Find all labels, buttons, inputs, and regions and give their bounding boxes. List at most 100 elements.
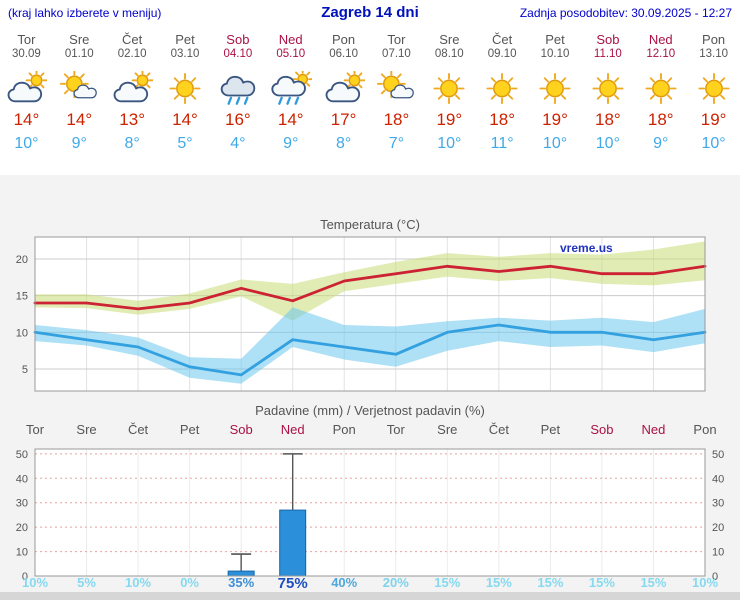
precip-day-label: Sob [590, 422, 614, 437]
precip-day-label: Ned [280, 422, 305, 437]
precip-probability: 75% [277, 575, 308, 592]
day-date: 13.10 [699, 48, 728, 60]
precip-probability: 0% [180, 575, 199, 590]
precipitation-probability-row: 10% 5% 10% 0% 35% 75% 40% 20% 15% 15% 15% 15% 15% 10% [0, 575, 740, 595]
last-update-text: Zadnja posodobitev: 30.09.2025 - 12:27 [519, 6, 732, 20]
temp-min: 9° [71, 135, 87, 152]
day-cell-ned-12.10: Ned 12.10 18° 9° [634, 30, 687, 172]
temp-max: 13° [119, 110, 145, 129]
day-cell-čet-09.10: Čet 09.10 18° 11° [476, 30, 529, 172]
precip-day-label: Sre [76, 422, 97, 437]
temp-min: 9° [653, 135, 669, 152]
sun-icon [581, 71, 634, 107]
day-name: Pon [332, 32, 356, 47]
precip-probability: 35% [228, 575, 255, 590]
precip-probability: 15% [588, 575, 615, 590]
footer-bar [0, 592, 740, 600]
day-name: Tor [387, 32, 406, 47]
precip-day-label: Pet [179, 422, 200, 437]
day-name: Ned [648, 32, 673, 47]
temperature-chart: 5 10 15 20 vreme.us [0, 233, 740, 399]
day-cell-ned-05.10: Ned 05.10 14° 9° [264, 30, 317, 172]
day-cell-čet-02.10: Čet 02.10 13° 8° [106, 30, 159, 172]
precip-day-label: Ned [641, 422, 666, 437]
page-header: (kraj lahko izberete v meniju) Zagreb 14… [0, 0, 740, 26]
svg-text:20: 20 [16, 254, 28, 266]
day-date: 06.10 [329, 48, 358, 60]
sun-cloud-icon [53, 71, 106, 107]
day-date: 07.10 [382, 48, 411, 60]
temp-max: 16° [225, 110, 251, 129]
temp-min: 10° [595, 135, 620, 152]
rain-icon [211, 71, 264, 107]
day-cell-pet-10.10: Pet 10.10 19° 10° [529, 30, 582, 172]
temp-max: 14° [13, 110, 40, 129]
svg-text:20: 20 [16, 522, 28, 534]
svg-text:30: 30 [712, 498, 724, 510]
day-name: Čet [492, 32, 513, 47]
cloud-sun-icon [106, 71, 159, 107]
precip-day-label: Tor [25, 422, 45, 437]
day-cell-sob-11.10: Sob 11.10 18° 10° [581, 30, 634, 172]
page-title: Zagreb 14 dni [321, 4, 419, 21]
day-cell-pon-13.10: Pon 13.10 19° 10° [687, 30, 740, 172]
precip-day-label: Sre [437, 422, 458, 437]
precip-day-label: Čet [127, 422, 149, 437]
day-cell-pet-03.10: Pet 03.10 14° 5° [159, 30, 212, 172]
temp-max: 19° [700, 110, 727, 129]
precip-day-label: Čet [488, 422, 509, 437]
day-cell-sob-04.10: Sob 04.10 16° 4° [211, 30, 264, 172]
temp-min: 4° [230, 135, 246, 152]
precipitation-chart: 0 0 10 10 20 20 30 30 40 40 50 50 [0, 441, 740, 585]
temp-max: 14° [277, 110, 304, 129]
sun-cloud-icon [370, 71, 423, 107]
precip-probability: 5% [77, 575, 96, 590]
day-date: 30.09 [12, 48, 41, 60]
day-date: 10.10 [540, 48, 570, 60]
svg-text:10: 10 [712, 547, 724, 559]
menu-hint-text: (kraj lahko izberete v meniju) [8, 6, 162, 20]
precip-day-label: Sob [229, 422, 253, 437]
day-name: Sob [226, 32, 250, 47]
day-date: 12.10 [646, 48, 676, 60]
svg-text:10: 10 [16, 327, 28, 339]
precipitation-day-labels: Tor Sre Čet Pet Sob Ned Pon Tor Sre Čet Pet Sob Ned P… [0, 422, 740, 438]
sun-icon [529, 71, 582, 107]
svg-text:40: 40 [712, 473, 724, 485]
temp-max: 18° [489, 110, 516, 129]
sun-icon [159, 71, 212, 107]
day-date: 08.10 [434, 48, 464, 60]
sun-icon [423, 71, 476, 107]
temp-min: 5° [177, 135, 193, 152]
day-cell-tor-07.10: Tor 07.10 18° 7° [370, 30, 423, 172]
day-cell-pon-06.10: Pon 06.10 17° 8° [317, 30, 370, 172]
precip-day-label: Tor [386, 422, 405, 437]
day-date: 03.10 [170, 48, 200, 60]
cloud-sun-icon [317, 71, 370, 107]
precip-probability: 10% [125, 575, 152, 590]
svg-text:40: 40 [16, 473, 28, 485]
temp-max: 19° [436, 110, 463, 129]
temperature-chart-title: Temperatura (°C) [320, 217, 420, 232]
sun-icon [687, 71, 740, 107]
day-date: 02.10 [117, 48, 147, 60]
sun-icon [476, 71, 529, 107]
precip-probability: 20% [382, 575, 409, 590]
precip-probability: 10% [21, 575, 49, 590]
day-name: Sob [596, 32, 620, 47]
svg-text:0: 0 [712, 571, 718, 583]
temp-min: 10° [437, 135, 462, 152]
svg-text:15: 15 [16, 291, 28, 303]
day-name: Sre [69, 32, 90, 47]
temp-min: 7° [388, 135, 405, 152]
temp-min: 8° [335, 135, 352, 152]
svg-text:50: 50 [712, 449, 724, 461]
svg-text:50: 50 [16, 449, 28, 461]
day-date: 05.10 [276, 48, 306, 60]
day-date: 01.10 [64, 48, 94, 60]
svg-text:30: 30 [16, 498, 28, 510]
precip-probability: 15% [640, 575, 667, 590]
temp-max: 14° [172, 110, 198, 129]
charts-section: Temperatura (°C) 5 10 15 20 vreme.us Padavin… [0, 175, 740, 600]
